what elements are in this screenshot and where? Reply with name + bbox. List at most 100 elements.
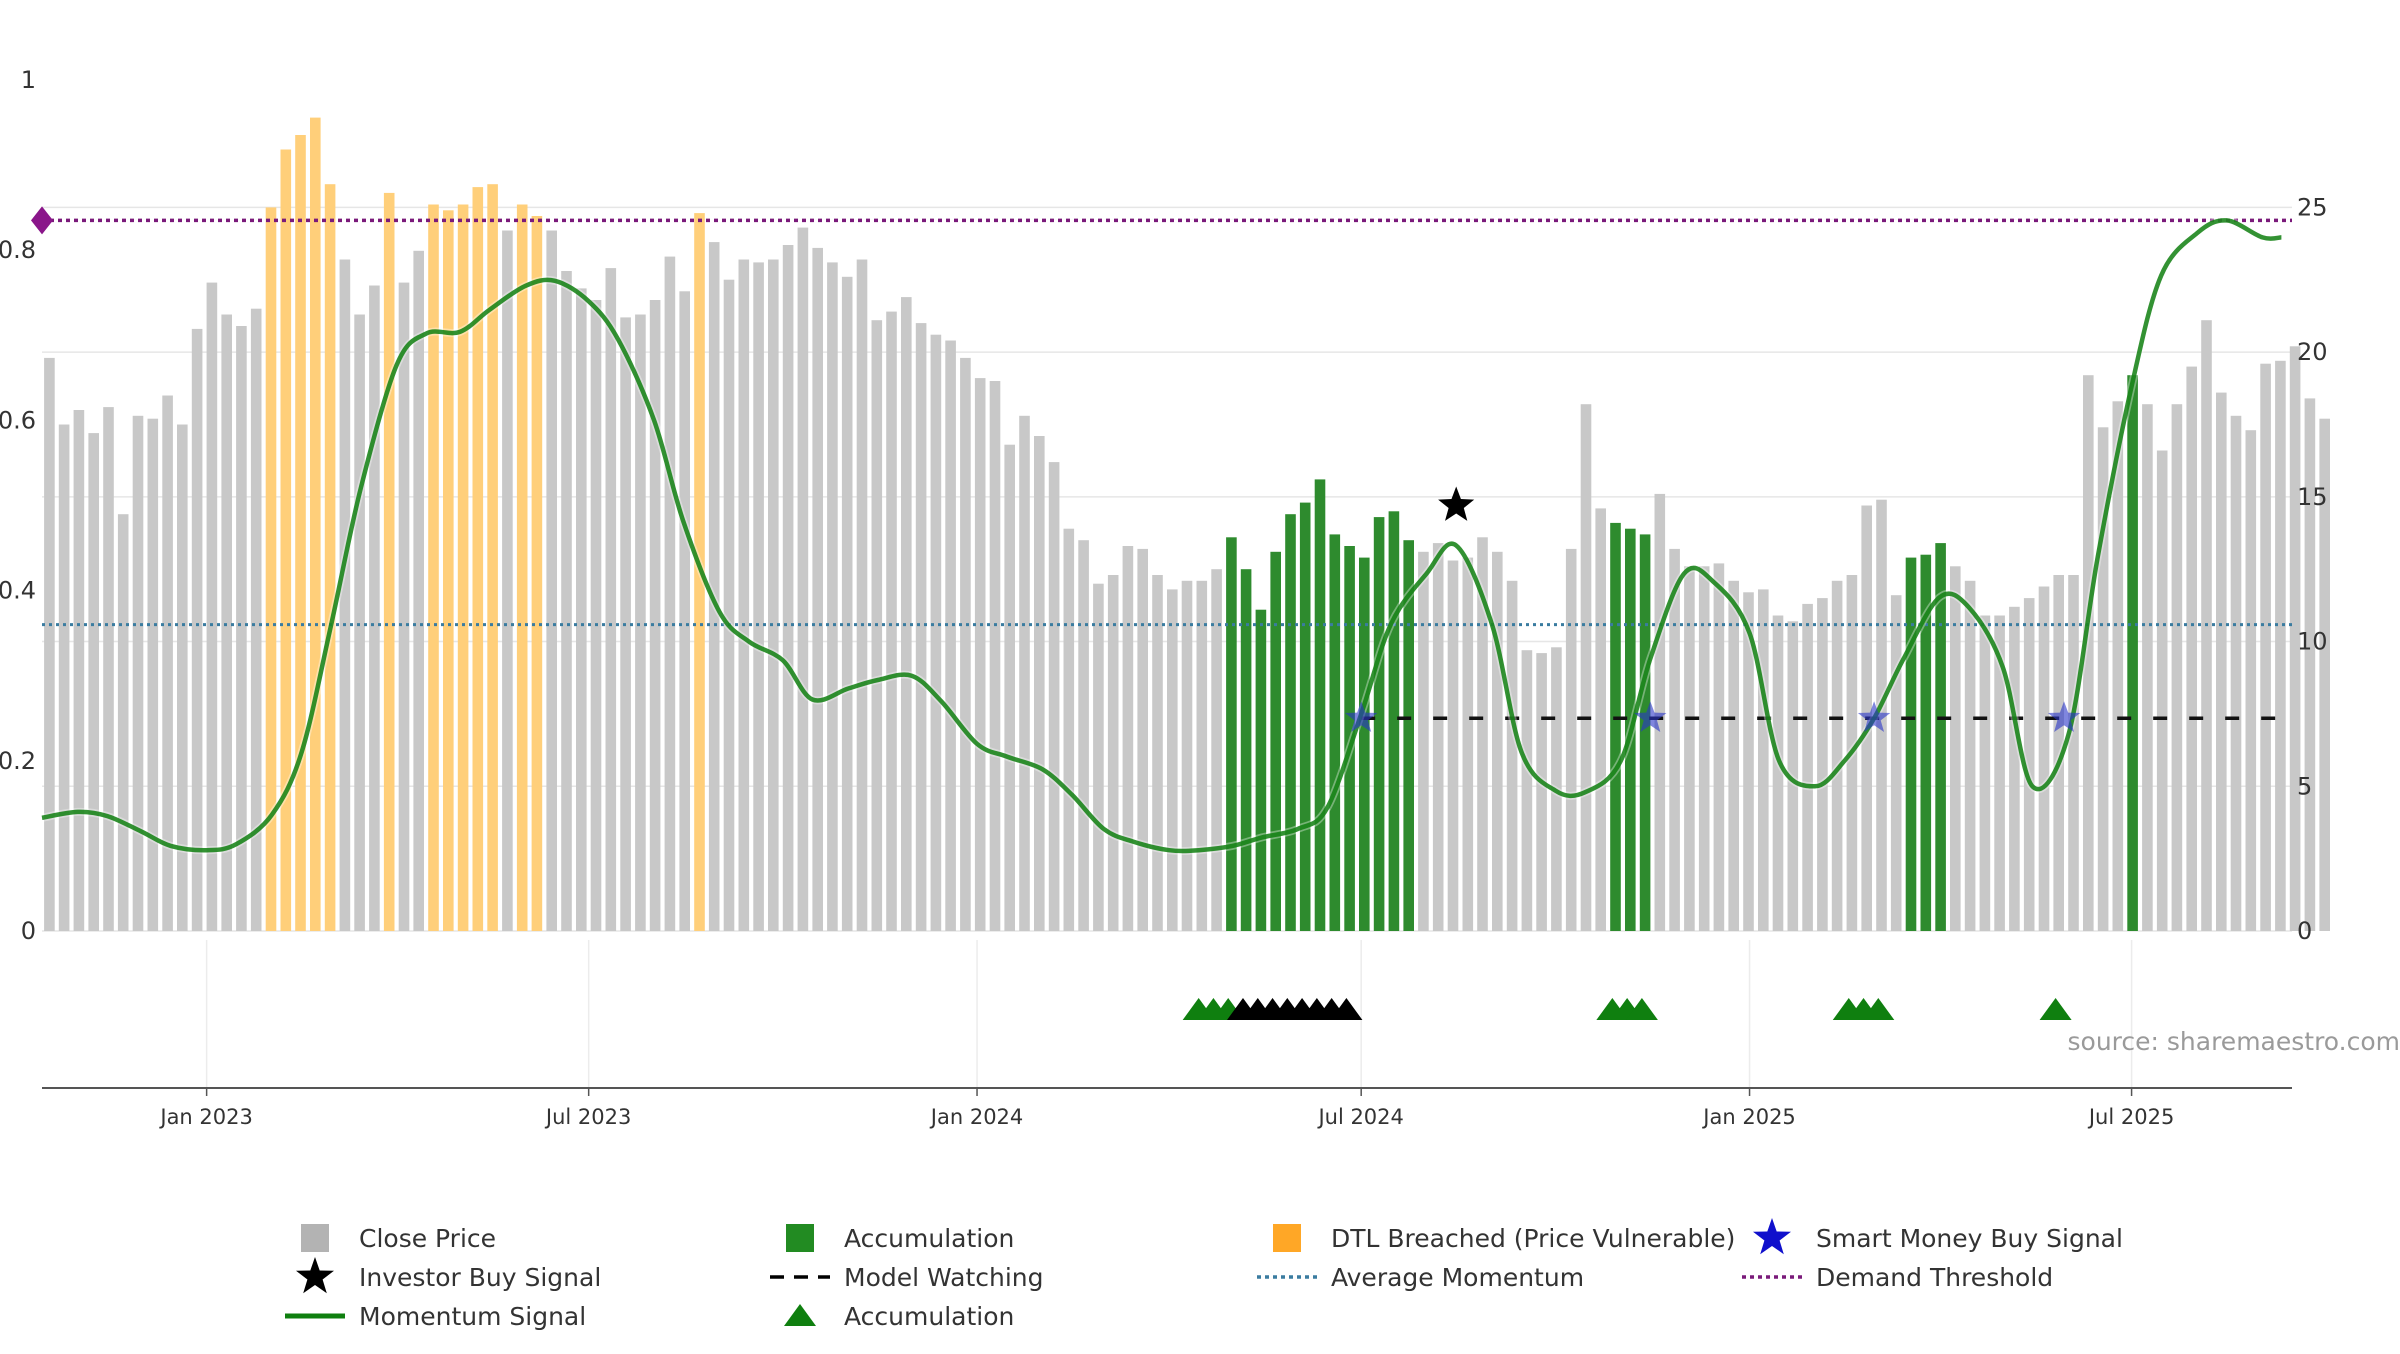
close-price-bar bbox=[221, 315, 232, 932]
legend-label: Average Momentum bbox=[1331, 1263, 1584, 1292]
x-axis-tick-label: Jan 2023 bbox=[158, 1105, 253, 1129]
accumulation-bar bbox=[2127, 375, 2138, 931]
close-price-bar bbox=[1714, 563, 1725, 931]
dtl-breached-bar bbox=[310, 118, 321, 931]
close-price-bar bbox=[1137, 549, 1148, 931]
close-price-bar bbox=[1197, 581, 1208, 931]
legend-item: Investor Buy Signal bbox=[296, 1257, 601, 1293]
close-price-bar bbox=[1536, 653, 1547, 931]
left-axis-tick-label: 1 bbox=[21, 66, 36, 94]
close-price-bar bbox=[2186, 367, 2197, 931]
close-price-bar bbox=[1891, 595, 1902, 931]
close-price-bar bbox=[679, 291, 690, 931]
close-price-bar bbox=[207, 283, 218, 931]
accumulation-marker-triangle bbox=[2040, 998, 2072, 1020]
close-price-bar bbox=[1699, 566, 1710, 931]
accumulation-bar bbox=[1226, 537, 1237, 931]
dtl-breached-bar bbox=[487, 184, 498, 931]
right-axis-tick-label: 0 bbox=[2297, 917, 2312, 945]
legend-item: Accumulation bbox=[784, 1302, 1014, 1331]
legend-item: Close Price bbox=[301, 1224, 496, 1253]
right-axis-tick-label: 10 bbox=[2297, 628, 2328, 656]
close-price-bar bbox=[1123, 546, 1134, 931]
legend-label: Accumulation bbox=[844, 1224, 1014, 1253]
legend-label: DTL Breached (Price Vulnerable) bbox=[1331, 1224, 1735, 1253]
dtl-breached-bar bbox=[428, 205, 439, 932]
left-axis-tick-label: 0.6 bbox=[0, 406, 36, 434]
dtl-breached-bar bbox=[443, 210, 454, 931]
close-price-bar bbox=[576, 288, 587, 931]
legend-label: Close Price bbox=[359, 1224, 496, 1253]
legend-item: Model Watching bbox=[770, 1263, 1044, 1292]
accumulation-bar bbox=[1256, 610, 1267, 931]
close-price-bar bbox=[886, 312, 897, 931]
close-price-bar bbox=[960, 358, 971, 931]
close-price-bar bbox=[1152, 575, 1163, 931]
accumulation-bar bbox=[1315, 479, 1326, 931]
close-price-bar bbox=[1522, 650, 1533, 931]
close-price-bar bbox=[354, 315, 365, 932]
close-price-bar bbox=[1448, 561, 1459, 932]
close-price-bar bbox=[1950, 566, 1961, 931]
close-price-bar bbox=[591, 300, 602, 931]
close-price-bar bbox=[975, 378, 986, 931]
left-axis-tick-label: 0.2 bbox=[0, 747, 36, 775]
close-price-bar bbox=[901, 297, 912, 931]
investor-buy-signal-star bbox=[1438, 487, 1474, 521]
close-price-bar bbox=[2231, 416, 2242, 931]
dtl-breached-bar bbox=[532, 216, 543, 931]
legend-swatch-square bbox=[1273, 1224, 1301, 1252]
close-price-bar bbox=[783, 245, 794, 931]
close-price-bar bbox=[2275, 361, 2286, 931]
dtl-breached-bar bbox=[517, 205, 528, 932]
close-price-bar bbox=[1684, 566, 1695, 931]
x-axis-tick-label: Jul 2024 bbox=[1316, 1105, 1403, 1129]
right-axis-tick-label: 5 bbox=[2297, 772, 2312, 800]
close-price-bar bbox=[2246, 430, 2257, 931]
close-price-bar bbox=[399, 283, 410, 931]
close-price-bar bbox=[1655, 494, 1666, 931]
close-price-bar bbox=[561, 271, 572, 931]
close-price-bar bbox=[413, 251, 424, 931]
demand-threshold-marker bbox=[31, 206, 53, 234]
close-price-bar bbox=[2172, 404, 2183, 931]
close-price-bar bbox=[739, 260, 750, 932]
close-price-bar bbox=[1078, 540, 1089, 931]
close-price-bar bbox=[103, 407, 114, 931]
legend-item: Accumulation bbox=[786, 1224, 1014, 1253]
close-price-bar bbox=[827, 262, 838, 931]
close-price-bar bbox=[118, 514, 129, 931]
left-axis-tick-label: 0.4 bbox=[0, 577, 36, 605]
accumulation-bar bbox=[1906, 558, 1917, 931]
dtl-breached-bar bbox=[384, 193, 395, 931]
close-price-bar bbox=[753, 262, 764, 931]
dtl-breached-bar bbox=[473, 187, 484, 931]
close-price-bar bbox=[1802, 604, 1813, 931]
legend-label: Accumulation bbox=[844, 1302, 1014, 1331]
x-axis-tick-label: Jan 2025 bbox=[1701, 1105, 1796, 1129]
close-price-bar bbox=[369, 286, 380, 932]
close-price-bar bbox=[162, 396, 173, 932]
dtl-breached-bar bbox=[295, 135, 306, 931]
close-price-bar bbox=[1049, 462, 1060, 931]
close-price-bar bbox=[857, 260, 868, 932]
close-price-bar bbox=[546, 231, 557, 932]
close-price-bar bbox=[1980, 616, 1991, 932]
close-price-bar bbox=[1492, 552, 1503, 931]
legend-label: Model Watching bbox=[844, 1263, 1044, 1292]
close-price-bar bbox=[990, 381, 1001, 931]
close-price-bar bbox=[1034, 436, 1045, 931]
close-price-bar bbox=[650, 300, 661, 931]
close-price-bar bbox=[2260, 364, 2271, 931]
close-price-bar bbox=[74, 410, 85, 931]
close-price-bar bbox=[798, 228, 809, 931]
right-axis-tick-label: 15 bbox=[2297, 483, 2328, 511]
legend-label: Momentum Signal bbox=[359, 1302, 586, 1331]
close-price-bar bbox=[1566, 549, 1577, 931]
accumulation-bar bbox=[1374, 517, 1385, 931]
legend-swatch-star bbox=[1753, 1218, 1791, 1254]
dtl-breached-bar bbox=[325, 184, 336, 931]
close-price-bar bbox=[88, 433, 99, 931]
close-price-bar bbox=[44, 358, 55, 931]
